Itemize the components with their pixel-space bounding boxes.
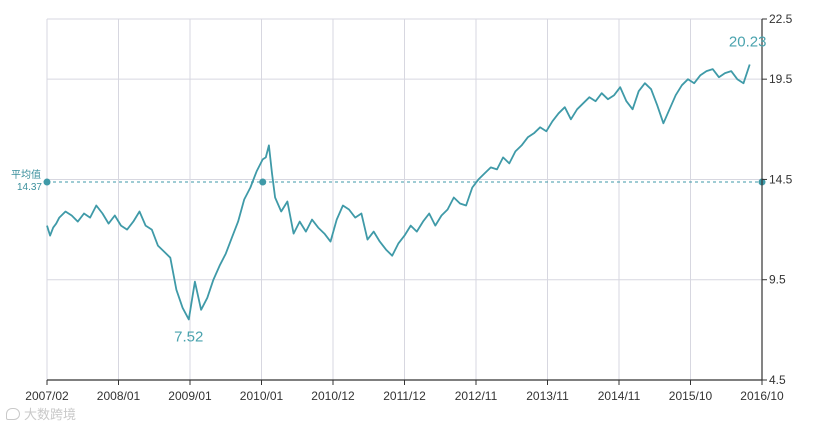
x-tick-label: 2015/10	[669, 389, 713, 403]
x-tick-label: 2016/10	[740, 389, 784, 403]
x-tick-label: 2008/01	[97, 389, 141, 403]
series-layer	[46, 64, 751, 321]
x-tick-label: 2010/01	[240, 389, 284, 403]
average-label: 平均值	[11, 168, 41, 181]
average-dot-left	[43, 178, 51, 186]
axis-layer	[46, 18, 767, 385]
x-tick-label: 2010/12	[311, 389, 355, 403]
y-tick-label: 22.5	[769, 12, 793, 26]
watermark-logo: 大数跨境	[24, 408, 77, 423]
x-tick-label: 2009/01	[168, 389, 212, 403]
y-tick-label: 14.5	[769, 172, 793, 186]
series-line	[46, 64, 751, 321]
x-tick-label: 2012/11	[455, 389, 498, 403]
y-tick-label: 4.5	[769, 373, 786, 387]
average-value-label: 14.37	[17, 182, 42, 193]
max-annotation: 20.23	[729, 34, 767, 51]
x-tick-label: 2007/02	[25, 389, 69, 403]
y-tick-label: 9.5	[769, 273, 786, 287]
label-layer: 2007/02 2008/01 2009/01 2010/01 2010/12 2011/…	[11, 12, 793, 403]
average-layer	[43, 178, 766, 186]
x-tick-label: 2013/11	[526, 389, 569, 403]
grid-layer	[46, 18, 763, 381]
watermark: 大数跨境	[6, 404, 76, 423]
y-tick-label: 19.5	[769, 72, 793, 86]
x-tick-label: 2011/12	[383, 389, 426, 403]
x-tick-label: 2014/11	[598, 389, 641, 403]
min-annotation: 7.52	[174, 328, 203, 345]
chat-bubble-icon	[6, 407, 20, 420]
average-dot-cross	[259, 178, 267, 186]
